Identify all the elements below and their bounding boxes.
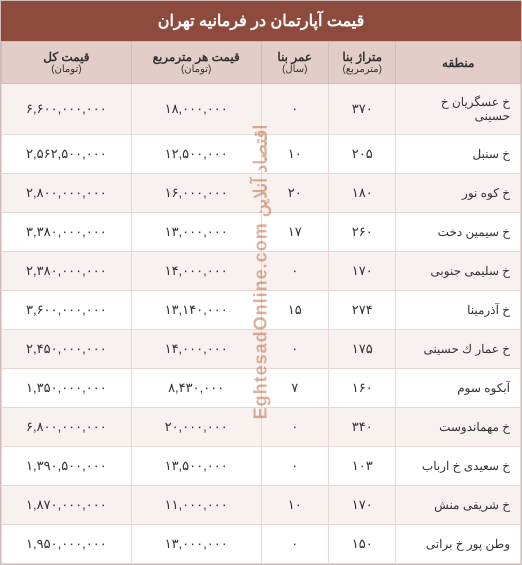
cell-total-price: ۲,۴۵۰,۰۰۰,۰۰۰ bbox=[2, 330, 132, 369]
col-age-label: عمر بنا bbox=[277, 50, 312, 64]
table-row: خ کوه نور۱۸۰۲۰۱۶,۰۰۰,۰۰۰۲,۸۰۰,۰۰۰,۰۰۰ bbox=[2, 174, 521, 213]
col-area-unit: (مترمربع) bbox=[333, 64, 391, 75]
cell-area: ۱۰۳ bbox=[328, 447, 395, 486]
cell-area: ۲۶۰ bbox=[328, 213, 395, 252]
cell-total-price: ۱,۸۷۰,۰۰۰,۰۰۰ bbox=[2, 486, 132, 525]
cell-age: ۰ bbox=[261, 408, 328, 447]
cell-area: ۱۶۰ bbox=[328, 369, 395, 408]
cell-area: ۲۷۴ bbox=[328, 291, 395, 330]
cell-area: ۱۸۰ bbox=[328, 174, 395, 213]
cell-area: ۱۷۰ bbox=[328, 486, 395, 525]
col-price-per-m: قیمت هر مترمربع (تومان) bbox=[131, 42, 261, 84]
table-row: خ سعیدی خ ارباب۱۰۳۰۱۳,۵۰۰,۰۰۰۱,۳۹۰,۵۰۰,۰… bbox=[2, 447, 521, 486]
cell-region: خ عسگریان خ حسینی bbox=[396, 84, 521, 135]
col-total-price-unit: (تومان) bbox=[6, 64, 127, 75]
table-row: خ مهماندوست۳۴۰۰۲۰,۰۰۰,۰۰۰۶,۸۰۰,۰۰۰,۰۰۰ bbox=[2, 408, 521, 447]
col-age-unit: (سال) bbox=[266, 64, 324, 75]
price-table: منطقه متراژ بنا (مترمربع) عمر بنا (سال) … bbox=[1, 41, 521, 564]
cell-age: ۱۷ bbox=[261, 213, 328, 252]
cell-area: ۲۰۵ bbox=[328, 135, 395, 174]
cell-total-price: ۱,۳۵۰,۰۰۰,۰۰۰ bbox=[2, 369, 132, 408]
cell-price-per-m: ۱۳,۵۰۰,۰۰۰ bbox=[131, 447, 261, 486]
cell-region: وطن پور خ براتی bbox=[396, 525, 521, 564]
cell-total-price: ۳,۳۸۰,۰۰۰,۰۰۰ bbox=[2, 213, 132, 252]
cell-total-price: ۶,۶۰۰,۰۰۰,۰۰۰ bbox=[2, 84, 132, 135]
cell-price-per-m: ۱۳,۰۰۰,۰۰۰ bbox=[131, 525, 261, 564]
cell-region: خ شریفی منش bbox=[396, 486, 521, 525]
cell-price-per-m: ۱۶,۰۰۰,۰۰۰ bbox=[131, 174, 261, 213]
cell-region: خ مهماندوست bbox=[396, 408, 521, 447]
col-age: عمر بنا (سال) bbox=[261, 42, 328, 84]
cell-total-price: ۲,۵۶۲,۵۰۰,۰۰۰ bbox=[2, 135, 132, 174]
cell-age: ۱۰ bbox=[261, 135, 328, 174]
price-table-container: قیمت آپارتمان در فرمانیه تهران منطقه متر… bbox=[0, 0, 522, 565]
header-row: منطقه متراژ بنا (مترمربع) عمر بنا (سال) … bbox=[2, 42, 521, 84]
table-row: وطن پور خ براتی۱۵۰۰۱۳,۰۰۰,۰۰۰۱,۹۵۰,۰۰۰,۰… bbox=[2, 525, 521, 564]
cell-area: ۱۷۰ bbox=[328, 252, 395, 291]
cell-region: خ آذرمینا bbox=[396, 291, 521, 330]
cell-total-price: ۶,۸۰۰,۰۰۰,۰۰۰ bbox=[2, 408, 132, 447]
cell-area: ۳۷۰ bbox=[328, 84, 395, 135]
table-row: خ عسگریان خ حسینی۳۷۰۰۱۸,۰۰۰,۰۰۰۶,۶۰۰,۰۰۰… bbox=[2, 84, 521, 135]
col-total-price: قیمت کل (تومان) bbox=[2, 42, 132, 84]
col-area: متراژ بنا (مترمربع) bbox=[328, 42, 395, 84]
cell-age: ۷ bbox=[261, 369, 328, 408]
cell-age: ۰ bbox=[261, 447, 328, 486]
cell-price-per-m: ۱۸,۰۰۰,۰۰۰ bbox=[131, 84, 261, 135]
cell-age: ۱۰ bbox=[261, 486, 328, 525]
cell-region: خ سعیدی خ ارباب bbox=[396, 447, 521, 486]
cell-region: خ کوه نور bbox=[396, 174, 521, 213]
cell-age: ۲۰ bbox=[261, 174, 328, 213]
cell-price-per-m: ۸,۴۳۰,۰۰۰ bbox=[131, 369, 261, 408]
cell-area: ۱۵۰ bbox=[328, 525, 395, 564]
cell-region: خ سیمین دخت bbox=[396, 213, 521, 252]
col-total-price-label: قیمت کل bbox=[43, 50, 89, 64]
cell-age: ۰ bbox=[261, 525, 328, 564]
cell-age: ۱۵ bbox=[261, 291, 328, 330]
cell-age: ۰ bbox=[261, 252, 328, 291]
cell-region: خ سنبل bbox=[396, 135, 521, 174]
table-row: خ آذرمینا۲۷۴۱۵۱۳,۱۴۰,۰۰۰۳,۶۰۰,۰۰۰,۰۰۰ bbox=[2, 291, 521, 330]
col-area-label: متراژ بنا bbox=[342, 50, 382, 64]
col-region: منطقه bbox=[396, 42, 521, 84]
cell-price-per-m: ۱۳,۱۴۰,۰۰۰ bbox=[131, 291, 261, 330]
cell-area: ۱۷۵ bbox=[328, 330, 395, 369]
cell-price-per-m: ۲۰,۰۰۰,۰۰۰ bbox=[131, 408, 261, 447]
cell-total-price: ۲,۳۸۰,۰۰۰,۰۰۰ bbox=[2, 252, 132, 291]
cell-price-per-m: ۱۱,۰۰۰,۰۰۰ bbox=[131, 486, 261, 525]
cell-region: خ عمار ك حسینی bbox=[396, 330, 521, 369]
col-price-per-m-unit: (تومان) bbox=[136, 64, 257, 75]
col-price-per-m-label: قیمت هر مترمربع bbox=[153, 50, 240, 64]
cell-price-per-m: ۱۴,۰۰۰,۰۰۰ bbox=[131, 330, 261, 369]
table-title: قیمت آپارتمان در فرمانیه تهران bbox=[1, 1, 521, 41]
col-region-label: منطقه bbox=[442, 56, 474, 70]
cell-price-per-m: ۱۳,۰۰۰,۰۰۰ bbox=[131, 213, 261, 252]
cell-age: ۰ bbox=[261, 330, 328, 369]
cell-total-price: ۱,۹۵۰,۰۰۰,۰۰۰ bbox=[2, 525, 132, 564]
table-row: خ سیمین دخت۲۶۰۱۷۱۳,۰۰۰,۰۰۰۳,۳۸۰,۰۰۰,۰۰۰ bbox=[2, 213, 521, 252]
cell-region: خ سلیمی جنوبی bbox=[396, 252, 521, 291]
cell-total-price: ۱,۳۹۰,۵۰۰,۰۰۰ bbox=[2, 447, 132, 486]
table-row: خ سلیمی جنوبی۱۷۰۰۱۴,۰۰۰,۰۰۰۲,۳۸۰,۰۰۰,۰۰۰ bbox=[2, 252, 521, 291]
cell-region: آبکوه سوم bbox=[396, 369, 521, 408]
table-row: آبکوه سوم۱۶۰۷۸,۴۳۰,۰۰۰۱,۳۵۰,۰۰۰,۰۰۰ bbox=[2, 369, 521, 408]
cell-total-price: ۳,۶۰۰,۰۰۰,۰۰۰ bbox=[2, 291, 132, 330]
cell-price-per-m: ۱۲,۵۰۰,۰۰۰ bbox=[131, 135, 261, 174]
cell-age: ۰ bbox=[261, 84, 328, 135]
cell-area: ۳۴۰ bbox=[328, 408, 395, 447]
cell-total-price: ۲,۸۰۰,۰۰۰,۰۰۰ bbox=[2, 174, 132, 213]
table-row: خ عمار ك حسینی۱۷۵۰۱۴,۰۰۰,۰۰۰۲,۴۵۰,۰۰۰,۰۰… bbox=[2, 330, 521, 369]
cell-price-per-m: ۱۴,۰۰۰,۰۰۰ bbox=[131, 252, 261, 291]
table-row: خ شریفی منش۱۷۰۱۰۱۱,۰۰۰,۰۰۰۱,۸۷۰,۰۰۰,۰۰۰ bbox=[2, 486, 521, 525]
table-row: خ سنبل۲۰۵۱۰۱۲,۵۰۰,۰۰۰۲,۵۶۲,۵۰۰,۰۰۰ bbox=[2, 135, 521, 174]
